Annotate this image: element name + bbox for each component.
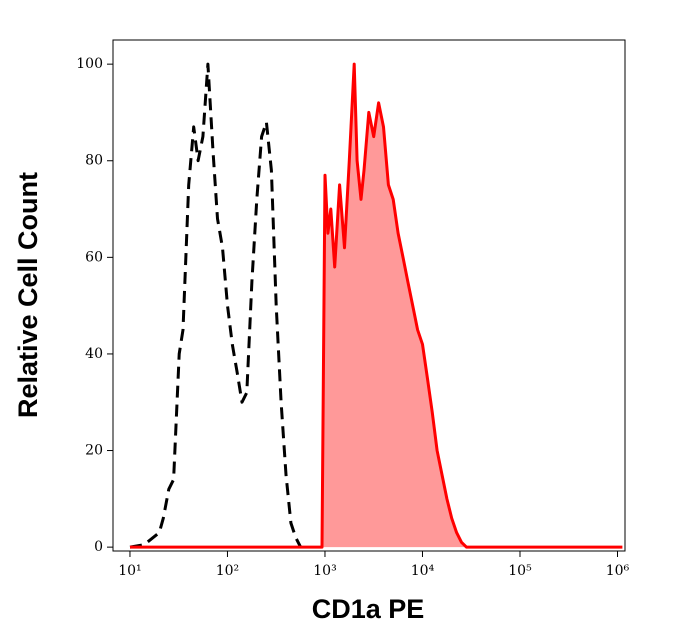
y-tick-label: 100 [76,56,103,72]
line [129,62,302,549]
y-tick-label: 40 [85,346,103,362]
x-tick-label: 10⁴ [411,563,435,579]
y-tick-label: 80 [85,153,103,169]
y-tick-label: 60 [85,249,103,265]
area [130,64,623,548]
x-tick-label: 10³ [313,563,336,579]
x-tick-label: 10⁵ [508,563,532,579]
y-tick-label: 0 [94,539,103,555]
x-tick-label: 10¹ [118,563,141,579]
x-axis-title: CD1a PE [312,594,425,624]
line [130,62,623,549]
x-tick-label: 10² [216,563,239,579]
y-tick-label: 20 [85,443,103,459]
y-axis-title: Relative Cell Count [13,172,43,418]
x-tick-label: 10⁶ [606,563,630,579]
plot-frame [112,39,626,552]
